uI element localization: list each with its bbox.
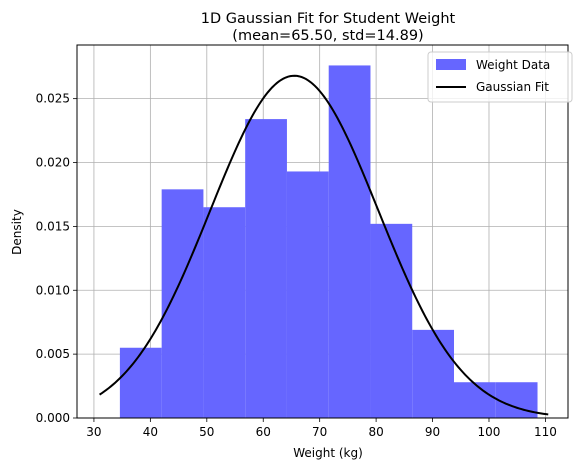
legend-swatch-weight-data [436, 59, 466, 70]
x-tick-label: 30 [86, 425, 101, 439]
y-axis-label: Density [10, 209, 24, 255]
legend-label-gaussian-fit: Gaussian Fit [476, 80, 549, 94]
histogram-bar [203, 207, 246, 418]
x-tick-label: 100 [478, 425, 501, 439]
x-axis-label: Weight (kg) [293, 446, 363, 460]
y-tick-label: 0.025 [36, 92, 70, 106]
x-tick-label: 90 [425, 425, 440, 439]
y-tick-label: 0.005 [36, 347, 70, 361]
gaussian-fit-line [99, 74, 549, 416]
y-tick-label: 0.015 [36, 219, 70, 233]
histogram-bars [119, 65, 538, 418]
x-tick-label: 60 [256, 425, 271, 439]
y-tick-label: 0.010 [36, 283, 70, 297]
x-tick-label: 40 [143, 425, 158, 439]
y-tick-label: 0.020 [36, 156, 70, 170]
histogram-bar [328, 65, 371, 418]
histogram-bar [286, 171, 329, 418]
histogram-bar [412, 329, 454, 418]
histogram-bar [453, 382, 496, 418]
x-tick-label: 70 [312, 425, 327, 439]
plot-area-frame [76, 44, 569, 419]
histogram-bar [495, 382, 538, 418]
chart-title-line1: 1D Gaussian Fit for Student Weight [201, 11, 456, 27]
histogram-bar [161, 189, 204, 418]
y-axis-ticks: 0.000 0.005 0.010 0.015 0.020 0.025 [36, 92, 77, 425]
histogram-bar [119, 347, 162, 418]
histogram-bar [245, 119, 287, 418]
legend: Weight Data Gaussian Fit [427, 51, 573, 103]
chart-title-line2: (mean=65.50, std=14.89) [232, 28, 423, 44]
y-tick-label: 0.000 [36, 411, 70, 425]
histogram-bar [370, 223, 413, 418]
x-tick-label: 110 [534, 425, 557, 439]
x-axis-ticks: 30 40 50 60 70 80 90 100 110 [86, 418, 557, 439]
x-tick-label: 50 [199, 425, 214, 439]
x-tick-label: 80 [368, 425, 383, 439]
legend-label-weight-data: Weight Data [476, 58, 550, 72]
